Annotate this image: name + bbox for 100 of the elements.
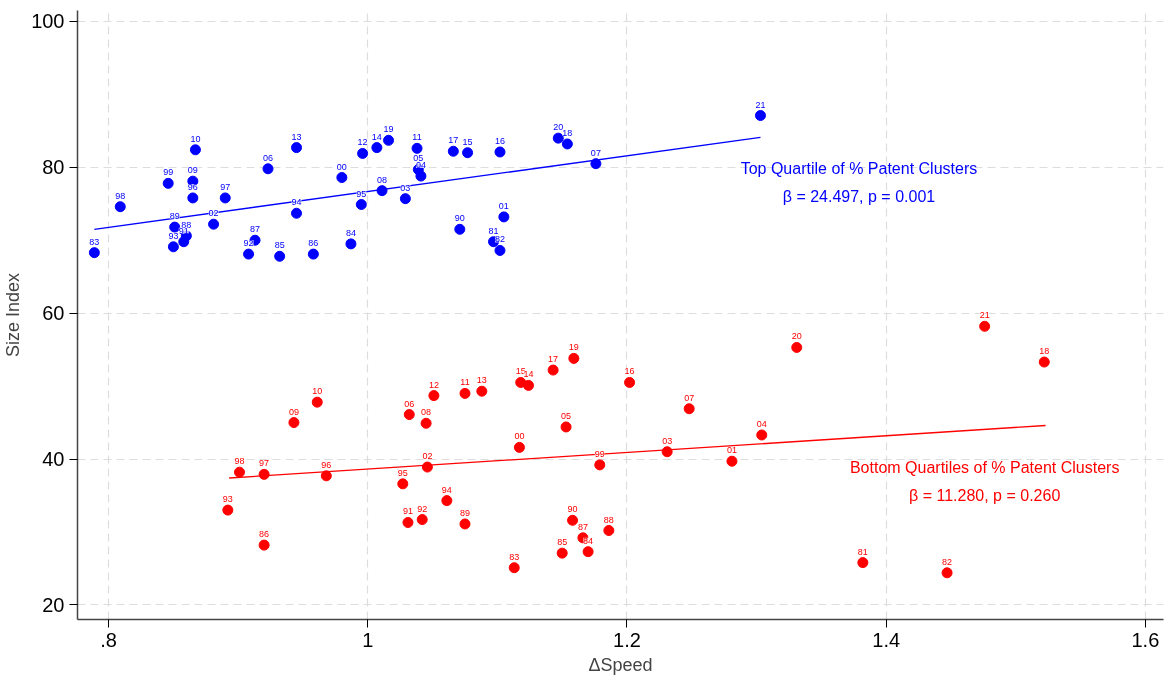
point xyxy=(459,387,471,399)
point xyxy=(189,144,201,156)
point xyxy=(291,142,303,154)
annotation: 06 xyxy=(263,152,274,163)
annotation: 97 xyxy=(220,181,231,192)
annotation: 94 xyxy=(291,197,302,208)
annotation: 11 xyxy=(412,132,422,143)
point xyxy=(1038,356,1050,368)
point xyxy=(522,379,534,391)
point xyxy=(454,223,466,235)
x-tick-label: 1 xyxy=(362,628,374,651)
point xyxy=(561,138,573,150)
point xyxy=(357,147,369,159)
point xyxy=(754,110,766,122)
point xyxy=(288,417,300,429)
annotation: 87 xyxy=(250,224,261,235)
point xyxy=(513,441,525,453)
annotation: 16 xyxy=(494,135,505,146)
point xyxy=(291,207,303,219)
annotation: 83 xyxy=(509,551,520,562)
annotation: 01 xyxy=(498,200,509,211)
point xyxy=(582,546,594,558)
point xyxy=(494,146,506,158)
point xyxy=(219,192,231,204)
point xyxy=(590,158,602,170)
annotation: 03 xyxy=(662,435,673,446)
annotation: 19 xyxy=(568,342,579,353)
point xyxy=(447,145,459,157)
annotation: 08 xyxy=(421,407,432,418)
annotation: 03 xyxy=(400,182,411,193)
annotation: 82 xyxy=(942,556,953,567)
y-tick-label: 20 xyxy=(42,593,65,616)
point xyxy=(383,134,395,146)
annotation: 82 xyxy=(494,234,505,245)
annotation: 02 xyxy=(422,451,433,462)
annotation: 13 xyxy=(291,131,302,142)
annotation: 00 xyxy=(336,161,347,172)
annotation: 06 xyxy=(404,398,415,409)
annotation: 88 xyxy=(603,514,614,525)
annotation: 95 xyxy=(356,188,367,199)
point xyxy=(941,567,953,579)
point xyxy=(979,320,991,332)
point xyxy=(233,466,245,478)
annotation: 85 xyxy=(274,240,285,251)
point xyxy=(508,562,520,574)
point xyxy=(462,147,474,159)
annotation: 13 xyxy=(476,375,487,386)
annotation: 21 xyxy=(979,310,990,321)
annotation: 91 xyxy=(402,506,413,517)
annotation: 86 xyxy=(308,238,319,249)
point xyxy=(420,417,432,429)
point xyxy=(403,409,415,421)
point xyxy=(683,403,695,415)
point xyxy=(371,142,383,154)
annotation: 11 xyxy=(460,377,470,388)
annotation: 07 xyxy=(684,392,695,403)
annotation: 15 xyxy=(462,136,473,147)
annotation: 04 xyxy=(756,418,767,429)
annotation: 87 xyxy=(577,521,588,532)
annotation: 21 xyxy=(755,99,766,110)
annotation: 97 xyxy=(259,458,270,469)
point xyxy=(397,478,409,490)
annotation: 99 xyxy=(594,448,605,459)
point xyxy=(567,514,579,526)
annotation: 17 xyxy=(548,354,559,365)
annotation: 93 xyxy=(222,494,233,505)
annotation: 86 xyxy=(259,529,270,540)
annotation: β = 24.497, p = 0.001 xyxy=(782,187,936,205)
annotation: 84 xyxy=(583,535,594,546)
annotation: 98 xyxy=(234,456,245,467)
point xyxy=(494,244,506,256)
x-tick-label: .8 xyxy=(100,628,117,651)
point xyxy=(187,192,199,204)
annotation: 14 xyxy=(371,131,382,142)
annotation: 01 xyxy=(726,445,737,456)
point xyxy=(421,461,433,473)
annotation: 94 xyxy=(441,484,452,495)
annotation: 96 xyxy=(187,181,198,192)
text: Bottom Quartiles of % Patent Clusters xyxy=(849,458,1120,476)
point xyxy=(88,247,100,259)
annotation: 08 xyxy=(377,174,388,185)
y-tick-label: 80 xyxy=(42,156,65,179)
point xyxy=(726,455,738,467)
annotation: 90 xyxy=(454,213,465,224)
annotation: 09 xyxy=(187,165,198,176)
point xyxy=(416,514,428,526)
point xyxy=(547,364,559,376)
point xyxy=(791,341,803,353)
point xyxy=(336,172,348,184)
x-axis-title: ΔSpeed xyxy=(588,654,653,675)
y-tick-label: 100 xyxy=(31,10,65,33)
point xyxy=(274,250,286,262)
x-tick-label: 1.2 xyxy=(613,628,641,651)
point xyxy=(399,193,411,205)
point xyxy=(402,517,414,528)
annotation: 09 xyxy=(288,406,299,417)
point xyxy=(345,238,357,250)
annotation: 93 xyxy=(168,230,179,241)
annotation: 98 xyxy=(115,190,126,201)
annotation: 89 xyxy=(169,211,180,222)
